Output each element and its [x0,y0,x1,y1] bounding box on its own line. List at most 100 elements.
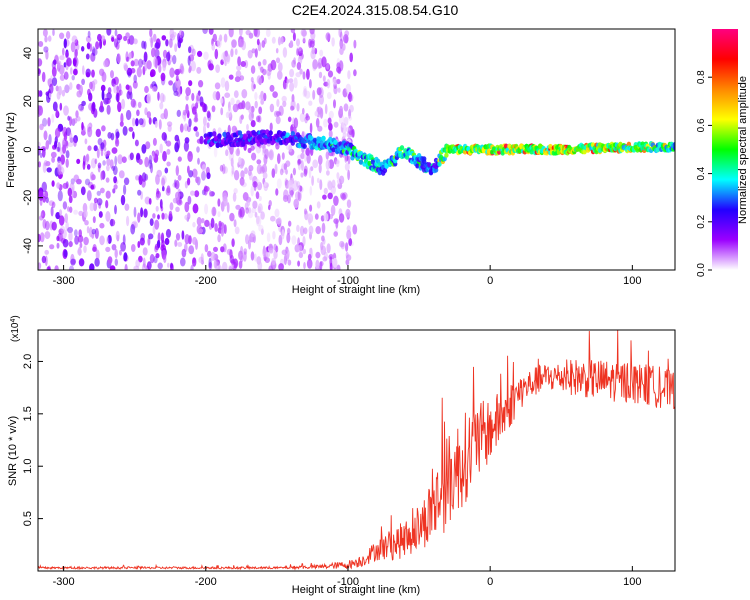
spectrogram-cell [73,57,77,65]
spectrogram-cell [304,90,311,99]
spectrogram-signal-cell [241,141,246,147]
spectrogram-cell [333,121,339,128]
spectrogram-cell [148,117,152,125]
spectrogram-cell [143,208,148,218]
spectrogram-cell [326,62,330,70]
spectrogram-cell [88,181,93,189]
spectrogram-cell [119,249,122,256]
spectrogram-cell [114,204,117,215]
spectrogram-cell [273,110,280,118]
spectrogram-cell [126,56,130,62]
spectrogram-cell [281,95,287,103]
spectrogram-cell [286,232,291,244]
spectrogram-cell [213,246,218,252]
spectrogram-cell [135,175,140,181]
spectrogram-cell [90,52,96,62]
spectrogram-cell [91,183,96,190]
spectrogram-signal-cell [236,141,241,148]
spectrogram-cell [260,90,264,100]
spectrogram-cell [67,206,70,212]
spectrogram-cell [73,117,78,124]
spectrogram-cell [184,214,189,220]
spectrogram-cell [330,204,336,216]
spectrogram-cell [84,138,88,145]
spectrogram-cell [105,211,111,222]
spectrogram-cell [130,67,136,74]
y-tick-label: 40 [22,47,34,59]
spectrogram-cell [133,206,137,218]
spectrogram-cell [215,261,221,270]
spectrogram-cell [298,252,304,259]
colorbar-tick-label: 0.6 [696,118,707,132]
spectrogram-cell [312,89,316,100]
spectrogram-cell [63,105,69,116]
spectrogram-cell [181,248,187,258]
spectrogram-cell [62,238,69,248]
spectrogram-cell [196,92,201,102]
spectrogram-cell [100,100,104,112]
spectrogram-cell [190,264,194,270]
spectrogram-cell [250,230,256,238]
spectrogram-cell [113,184,118,190]
spectrogram-cell [275,111,282,117]
spectrogram-cell [248,112,254,122]
spectrogram-cell [123,177,130,186]
spectrogram-cell [175,206,180,212]
spectrogram-cell [331,179,336,189]
spectrogram-cell [327,180,333,191]
spectrogram-cell [175,78,181,89]
spectrogram-cell [64,213,68,223]
spectrogram-cell [65,150,70,159]
spectrogram-cell [123,252,128,262]
spectrogram-cell [154,58,158,69]
spectrogram-cell [141,40,146,49]
spectrogram-cell [308,167,312,179]
spectrogram-cell [111,244,117,251]
y-tick-label: 2.0 [22,354,34,369]
spectrogram-cell [265,251,271,258]
spectrogram-cell [323,118,328,128]
spectrogram-cell [81,122,84,131]
spectrogram-cell [100,142,105,150]
spectrogram-cell [140,233,145,241]
spectrogram-cell [250,185,254,197]
spectrogram-cell [209,190,212,197]
spectrogram-cell [152,225,156,235]
spectrogram-cell [296,224,300,232]
spectrogram-cell [116,53,121,64]
spectrogram-cell [135,118,139,127]
spectrogram-cell [289,82,295,92]
spectrogram-cell [81,78,85,86]
spectrogram-cell [65,51,69,59]
spectrogram-cell [328,122,333,131]
spectrogram-cell [117,101,122,113]
spectrogram-signal-cell [215,142,220,149]
spectrogram-cell [192,257,197,267]
spectrogram-cell [214,223,218,232]
spectrogram-cell [169,38,173,48]
spectrogram-cell [326,243,331,254]
spectrogram-cell [83,245,87,253]
spectrogram-cell [344,35,349,44]
spectrogram-cell [247,49,253,59]
spectrogram-cell [226,248,233,255]
spectrogram-cell [45,220,50,231]
spectrogram-cell [112,188,116,194]
spectrogram-cell [148,154,153,165]
spectrogram-cell [55,109,59,117]
spectrogram-cell [215,91,221,101]
spectrogram-cell [297,260,300,267]
spectrogram-cell [260,98,265,105]
spectrogram-cell [140,207,144,218]
spectrogram-cell [321,56,327,68]
spectrogram-cell [263,154,268,165]
spectrogram-cell [100,187,105,194]
spectrogram-cell [350,129,355,138]
spectrogram-cell [269,84,275,92]
spectrogram-cell [127,38,130,45]
x-tick-label: -300 [53,275,75,287]
spectrogram-cell [287,116,292,123]
spectrogram-cell [38,90,41,97]
spectrogram-cell [73,56,79,68]
spectrogram-cell [317,106,323,115]
